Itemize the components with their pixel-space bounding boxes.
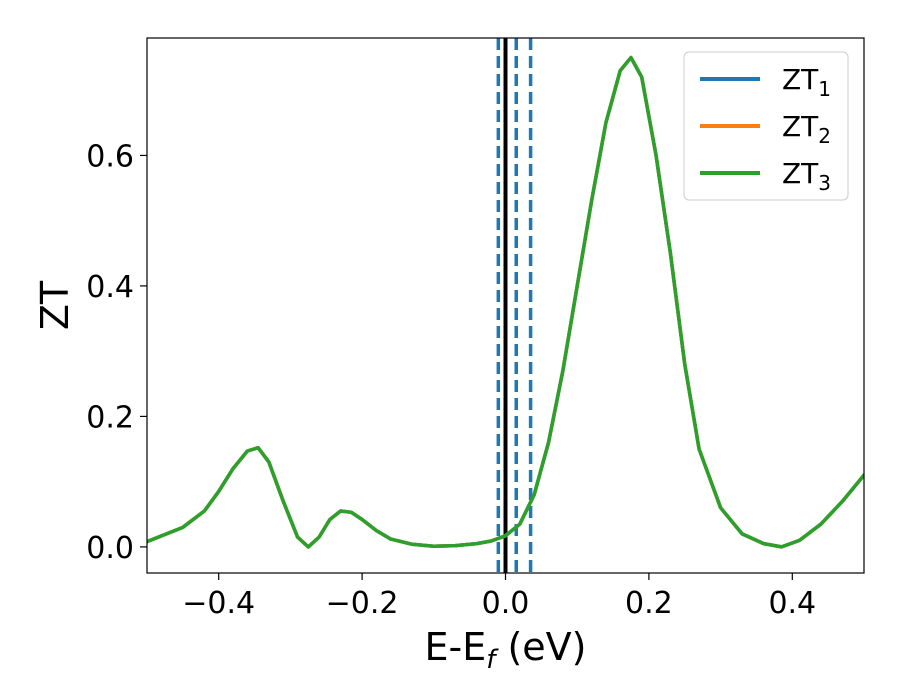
legend-box [683,51,849,201]
x-tick-label: 0.2 [625,586,673,621]
x-tick-label: −0.2 [326,586,399,621]
y-tick-label: 0.2 [86,400,134,435]
x-axis-label: E-Ef (eV) [425,625,587,675]
x-tick-label: −0.4 [182,586,255,621]
plot-area [147,38,864,573]
legend-label-zt2: ZT2 [782,110,831,148]
x-tick-label: 0.0 [482,586,530,621]
y-tick-label: 0.0 [86,531,134,566]
y-tick-label: 0.4 [86,270,134,305]
axes: −0.4 −0.2 0.0 0.2 0.4 0.0 0.2 0.4 0.6 E-Ef (eV) ZT [33,37,865,675]
y-axis-label: ZT [33,280,77,330]
legend-label-zt1: ZT1 [782,63,831,101]
x-tick-label: 0.4 [768,586,816,621]
legend: ZT1 ZT2 ZT3 [683,51,849,201]
legend-label-zt3: ZT3 [782,157,831,195]
series-line-zt3 [147,55,864,549]
y-tick-label: 0.6 [86,139,134,174]
